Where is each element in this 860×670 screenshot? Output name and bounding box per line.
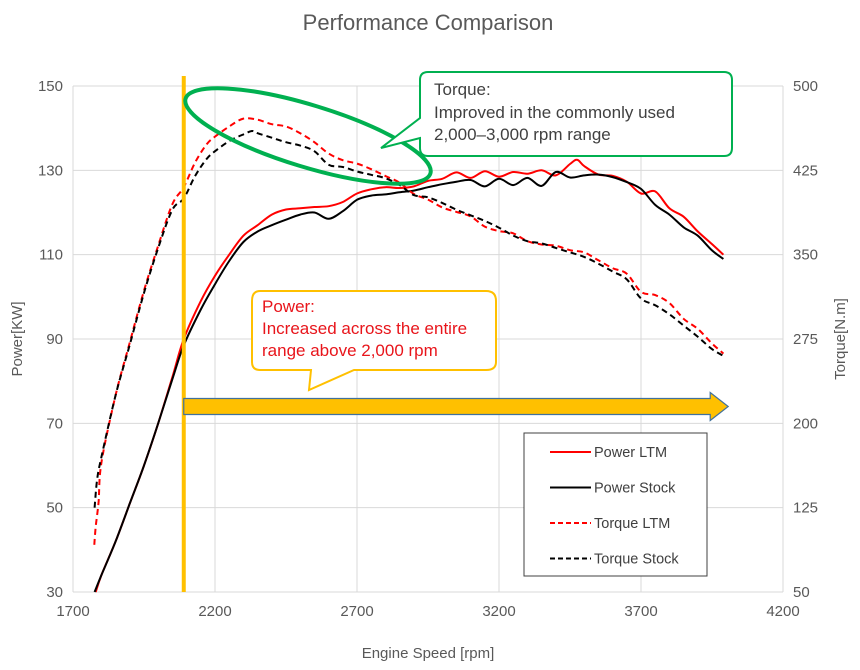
y-tick-label: 30 <box>46 584 63 601</box>
y2-tick-label: 200 <box>793 415 818 432</box>
legend-label: Power Stock <box>594 481 676 497</box>
torque-highlight-ellipse <box>183 86 433 186</box>
torque-callout-line2: Improved in the commonly used <box>434 103 675 122</box>
x-tick-label: 3200 <box>482 603 515 620</box>
y-tick-label: 50 <box>46 500 63 517</box>
legend-label: Torque LTM <box>594 516 670 532</box>
power-callout-line1: Power: <box>262 297 315 316</box>
legend-box <box>523 432 708 577</box>
torque-callout: Torque: Improved in the commonly used 2,… <box>380 71 733 157</box>
power-range-arrow <box>183 391 730 422</box>
y-tick-label: 90 <box>46 331 63 348</box>
power-callout-line2: Increased across the entire <box>262 319 467 338</box>
torque-callout-line3: 2,000–3,000 rpm range <box>434 125 611 144</box>
y2-tick-label: 275 <box>793 331 818 348</box>
chart-title: Performance Comparison <box>303 10 554 35</box>
y-tick-label: 70 <box>46 415 63 432</box>
x-axis-label: Engine Speed [rpm] <box>362 645 495 662</box>
y-tick-label: 130 <box>38 162 63 179</box>
y-axis-label: Power[KW] <box>9 301 26 376</box>
y-axis-ticks: 30 50 70 90 110 130 150 <box>38 78 63 601</box>
power-callout-box <box>251 290 497 392</box>
torque-callout-box <box>380 71 733 157</box>
power-callout: Power: Increased across the entire range… <box>251 290 497 392</box>
x-tick-label: 4200 <box>766 603 799 620</box>
legend-label: Torque Stock <box>594 552 679 568</box>
torque-callout-line1: Torque: <box>434 80 491 99</box>
series-power-ltm <box>94 158 725 593</box>
y2-tick-label: 125 <box>793 500 818 517</box>
y2-axis-label: Torque[N.m] <box>832 298 849 380</box>
y2-tick-label: 350 <box>793 247 818 264</box>
y2-axis-ticks: 50 125 200 275 350 425 500 <box>793 78 818 601</box>
y2-tick-label: 50 <box>793 584 810 601</box>
power-callout-line3: range above 2,000 rpm <box>262 341 438 360</box>
gridlines <box>72 85 784 593</box>
y2-tick-label: 500 <box>793 78 818 95</box>
x-tick-label: 1700 <box>56 603 89 620</box>
series-torque-ltm <box>93 117 725 545</box>
x-tick-label: 2700 <box>340 603 373 620</box>
x-axis-ticks: 1700 2200 2700 3200 3700 4200 <box>56 603 799 620</box>
legend: Power LTM Power Stock Torque LTM Torque Sto… <box>523 432 708 577</box>
x-tick-label: 3700 <box>624 603 657 620</box>
legend-label: Power LTM <box>594 445 667 461</box>
y2-tick-label: 425 <box>793 162 818 179</box>
y-tick-label: 110 <box>39 247 63 264</box>
x-tick-label: 2200 <box>198 603 231 620</box>
y-tick-label: 150 <box>38 78 63 95</box>
